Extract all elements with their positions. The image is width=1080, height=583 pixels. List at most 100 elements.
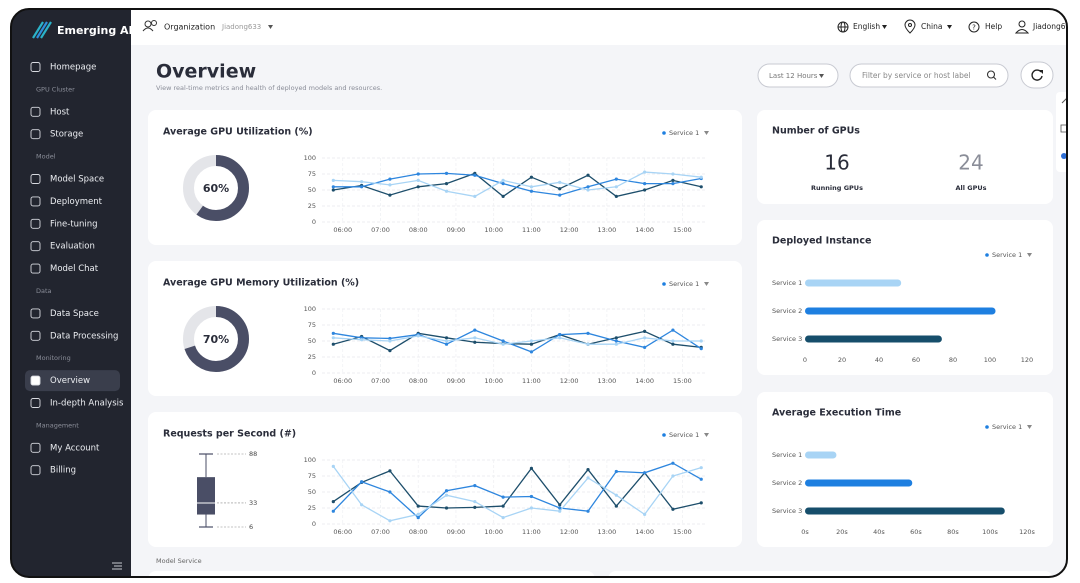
series-point: [331, 464, 335, 468]
user[interactable]: Jiadong633: [1032, 22, 1075, 31]
series-point: [614, 339, 618, 343]
series-point: [699, 175, 703, 179]
legend-dot: [985, 253, 989, 257]
series-point: [388, 183, 392, 187]
nav-item[interactable]: Homepage: [50, 63, 96, 73]
series-point: [331, 188, 335, 192]
series-point: [388, 490, 392, 494]
series-point: [360, 185, 364, 189]
dropdown-arrow[interactable]: [947, 25, 952, 29]
series-point: [586, 476, 590, 480]
nav-heading: GPU Cluster: [36, 85, 75, 93]
nav-item[interactable]: My Account: [50, 443, 100, 453]
series-point: [614, 336, 618, 340]
nav-item[interactable]: Model Chat: [50, 264, 99, 274]
series-point: [529, 339, 534, 343]
nav-icon: [30, 263, 41, 274]
series-point: [643, 329, 647, 333]
search-box[interactable]: [849, 63, 1009, 88]
series-point: [529, 494, 534, 499]
dropdown-arrow[interactable]: [704, 433, 709, 437]
x-tick-label: 09:00: [447, 226, 466, 234]
nav-item[interactable]: Billing: [50, 466, 76, 476]
y-tick-label: 75: [308, 472, 316, 480]
category-label: Service 2: [772, 307, 802, 315]
series-line: [333, 330, 702, 352]
series-point: [529, 466, 534, 470]
x-tick-label: 09:00: [447, 528, 466, 536]
dropdown-arrow[interactable]: [704, 282, 709, 286]
nav-item[interactable]: Model Space: [50, 175, 104, 185]
y-tick-label: 100: [304, 154, 316, 162]
brand: Emerging AI: [57, 24, 133, 37]
y-tick-label: 75: [308, 170, 316, 178]
series-point: [444, 339, 449, 343]
nav: Homepage GPU Cluster Host Storage Model Model…: [25, 62, 124, 476]
nav-item[interactable]: Host: [50, 107, 70, 117]
nav-item[interactable]: Data Processing: [50, 331, 118, 341]
card-title: Number of GPUs: [772, 126, 860, 137]
nav-item[interactable]: Data Space: [50, 309, 99, 319]
series-point: [558, 509, 562, 513]
series-point: [444, 182, 449, 186]
series-point: [360, 338, 364, 342]
series-point: [558, 187, 562, 191]
legend-label[interactable]: Service 1: [992, 251, 1022, 259]
x-tick-label: 06:00: [333, 528, 352, 536]
nav-item[interactable]: Storage: [50, 130, 83, 140]
series-point: [558, 193, 562, 197]
region[interactable]: China: [921, 22, 942, 31]
nav-item[interactable]: Evaluation: [50, 242, 95, 252]
x-tick-label: 09:00: [447, 377, 466, 385]
nav-item[interactable]: In-depth Analysis: [50, 399, 124, 409]
x-tick-label: 12:00: [560, 528, 579, 536]
svg-text:?: ?: [972, 24, 976, 32]
stat-value: 24: [958, 151, 983, 175]
dropdown-arrow[interactable]: [1027, 253, 1032, 257]
dropdown-arrow[interactable]: [704, 131, 709, 135]
series-point: [529, 506, 534, 510]
x-tick-label: 13:00: [598, 377, 617, 385]
series-point: [643, 512, 647, 517]
legend-label[interactable]: Service 1: [669, 129, 699, 137]
legend-dot: [662, 433, 666, 437]
legend-label[interactable]: Service 1: [669, 280, 699, 288]
series-point: [529, 185, 534, 189]
help-icon: ?: [968, 21, 980, 33]
refresh-button[interactable]: [1020, 61, 1054, 89]
y-tick-label: 50: [308, 488, 316, 496]
dropdown-arrow: [819, 74, 824, 78]
nav-icon: [30, 129, 41, 140]
dropdown-arrow[interactable]: [1027, 425, 1032, 429]
help[interactable]: Help: [985, 22, 1002, 31]
dropdown-arrow[interactable]: [268, 25, 273, 29]
nav-item[interactable]: Fine-tuning: [50, 219, 98, 229]
series-point: [501, 178, 505, 182]
series-point: [444, 189, 449, 193]
nav-item[interactable]: Overview: [50, 376, 90, 386]
search-icon: [986, 70, 997, 80]
series-point: [529, 175, 534, 179]
x-tick-label: 14:00: [635, 528, 654, 536]
series-point: [671, 474, 675, 478]
nav-item[interactable]: Deployment: [50, 197, 103, 207]
legend-label[interactable]: Service 1: [992, 423, 1022, 431]
time-range-select[interactable]: [757, 63, 839, 88]
box-label: 6: [249, 523, 253, 531]
legend-label[interactable]: Service 1: [669, 431, 699, 439]
series-point: [473, 340, 477, 344]
donut-label: 70%: [203, 333, 229, 346]
language[interactable]: English: [853, 22, 880, 31]
series-point: [699, 185, 703, 189]
series-point: [558, 180, 562, 184]
collapse-icon[interactable]: [112, 562, 122, 570]
category-label: Service 1: [772, 279, 802, 287]
dropdown-arrow[interactable]: [882, 25, 887, 29]
series-point: [614, 504, 618, 508]
series-point: [388, 339, 392, 343]
x-tick-label: 60: [912, 356, 920, 364]
org-name[interactable]: Jiadong633: [221, 23, 261, 31]
donut-arc: [183, 155, 249, 221]
nav-icon: [30, 398, 41, 408]
